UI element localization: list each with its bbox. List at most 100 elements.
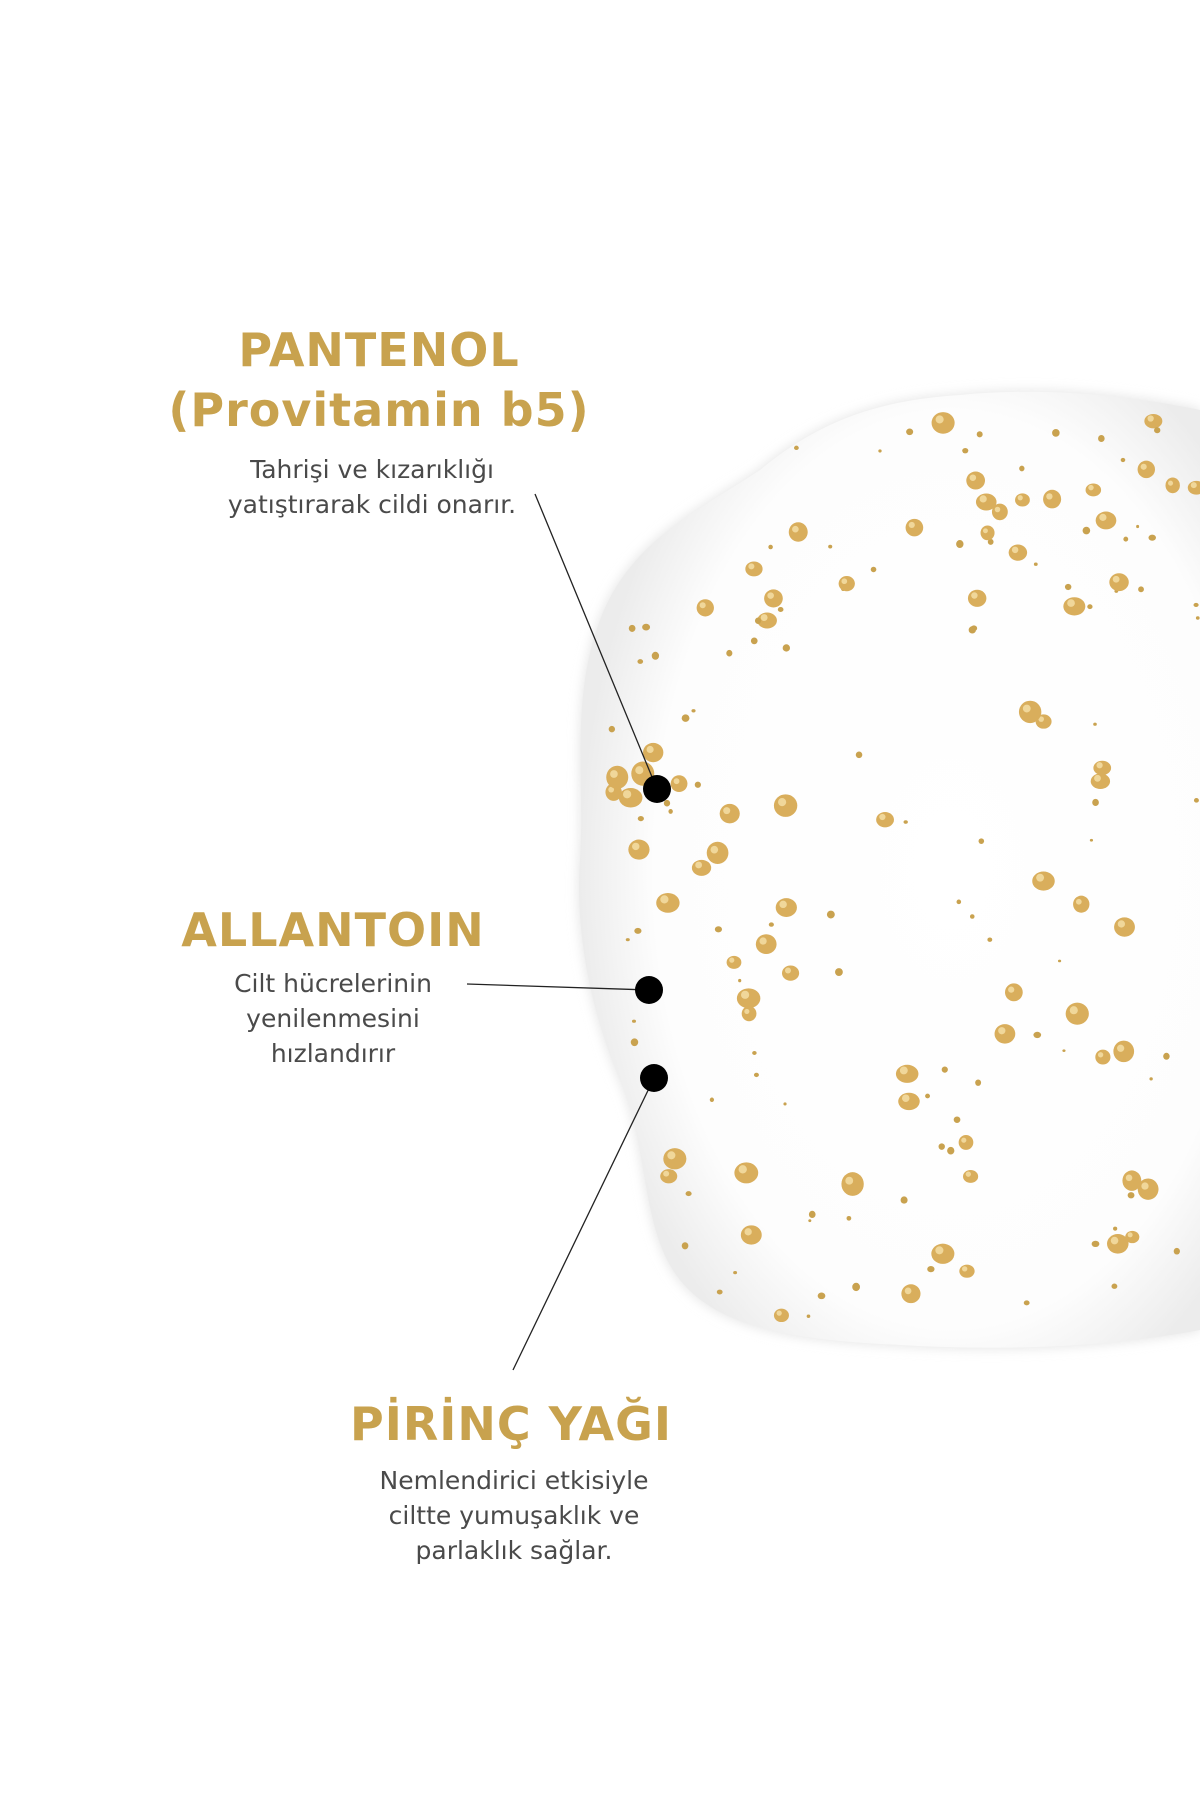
gold-granule (768, 922, 774, 927)
gold-granule (841, 1172, 864, 1196)
title-line: (Provitamin b5) (168, 383, 590, 437)
gold-granule (947, 1146, 955, 1155)
granule-highlight (710, 845, 719, 854)
gold-granule (1093, 722, 1097, 726)
granule-highlight (1141, 1182, 1149, 1190)
granule-highlight (792, 525, 799, 533)
gold-granule (1193, 798, 1199, 803)
title-line: PANTENOL (238, 323, 520, 377)
gold-granule (1089, 838, 1094, 842)
gold-granule (768, 544, 773, 550)
gold-granule (1149, 1077, 1153, 1081)
gold-granule (927, 1266, 935, 1273)
granule-highlight (673, 778, 680, 785)
granule-highlight (635, 766, 644, 775)
granule-highlight (1038, 716, 1044, 722)
desc-line: ciltte yumuşaklık ve (388, 1501, 640, 1530)
gold-granule (625, 938, 630, 942)
gold-granule (838, 576, 855, 592)
gold-granule (726, 955, 742, 969)
gold-granule (628, 839, 650, 860)
granule-highlight (1127, 1232, 1133, 1238)
gold-granule (994, 1024, 1016, 1044)
gold-granule (1018, 700, 1042, 724)
gold-granule (1057, 959, 1062, 963)
gold-granule (1091, 1240, 1100, 1248)
granule-highlight (961, 1266, 968, 1272)
gold-granule (781, 965, 800, 981)
gold-granule (745, 561, 763, 577)
gold-granule (975, 493, 997, 511)
granule-highlight (663, 1170, 670, 1177)
granule-highlight (901, 1094, 910, 1102)
gold-granule (734, 1162, 759, 1184)
gold-granule (1052, 429, 1060, 437)
gold-granule (956, 899, 962, 905)
granule-highlight (778, 798, 787, 807)
gold-granule (966, 471, 986, 490)
marker-dot-pantenol (643, 775, 671, 803)
gold-granule (1123, 536, 1129, 542)
ingredient-title-allantoin: ALLANTOIN (181, 900, 484, 960)
gold-granule (941, 1066, 948, 1073)
gold-granule (685, 1191, 692, 1197)
gold-granule (1109, 573, 1129, 592)
gold-granule (1073, 895, 1090, 913)
gold-granule (606, 765, 629, 789)
gold-granule (846, 1215, 852, 1221)
granule-highlight (740, 990, 750, 999)
granule-highlight (841, 578, 848, 585)
gold-granule (726, 649, 733, 657)
gold-granule (876, 811, 894, 828)
gold-granule (808, 1219, 812, 1223)
gold-granule (1033, 1031, 1042, 1039)
granule-highlight (971, 592, 978, 599)
gold-granule (903, 820, 908, 824)
gold-granule (1023, 1300, 1030, 1306)
gold-granule (783, 1102, 787, 1106)
gold-granule (987, 538, 994, 545)
granule-highlight (784, 967, 791, 974)
gold-granule (1082, 526, 1091, 535)
granule-highlight (1011, 546, 1019, 554)
granule-highlight (744, 1008, 750, 1014)
gold-granule (643, 742, 664, 763)
pointer-line-pirinc (512, 1077, 655, 1371)
gold-granule (1085, 483, 1102, 497)
granule-highlight (1075, 898, 1082, 905)
desc-line: parlaklık sağlar. (415, 1536, 613, 1565)
granule-highlight (632, 842, 640, 851)
gold-granule (754, 617, 762, 624)
gold-granule (656, 892, 680, 913)
granule-highlight (1097, 1052, 1104, 1058)
gold-granule (1114, 917, 1135, 937)
gold-granule (753, 1072, 759, 1078)
gold-granule (1093, 760, 1112, 776)
granule-highlight (1069, 1006, 1078, 1015)
gold-granule (634, 927, 642, 934)
gold-granule (963, 1170, 979, 1183)
gold-granule (663, 799, 671, 807)
granule-highlight (695, 861, 703, 869)
granule-highlight (1117, 1044, 1125, 1052)
granule-highlight (738, 1165, 747, 1174)
gold-granule (637, 816, 644, 822)
granule-highlight (1140, 463, 1147, 470)
ingredient-desc-pirinc-yagi: Nemlendirici etkisiyle ciltte yumuşaklık… (380, 1463, 649, 1568)
gold-granule (835, 968, 843, 976)
gold-granule (681, 1242, 689, 1250)
gold-granule (1193, 602, 1199, 608)
desc-line: yatıştırarak cildi onarır. (227, 490, 517, 519)
gold-granule (938, 1143, 945, 1150)
gold-granule (716, 1289, 723, 1295)
gold-granule (959, 1264, 975, 1278)
gold-granule (976, 431, 983, 438)
gold-granule (681, 714, 690, 722)
gold-granules (605, 412, 1200, 1323)
gold-granule (696, 599, 714, 617)
gold-granule (931, 412, 955, 434)
gold-granule (755, 934, 777, 955)
granule-highlight (1008, 986, 1015, 993)
gold-granule (1148, 534, 1156, 541)
